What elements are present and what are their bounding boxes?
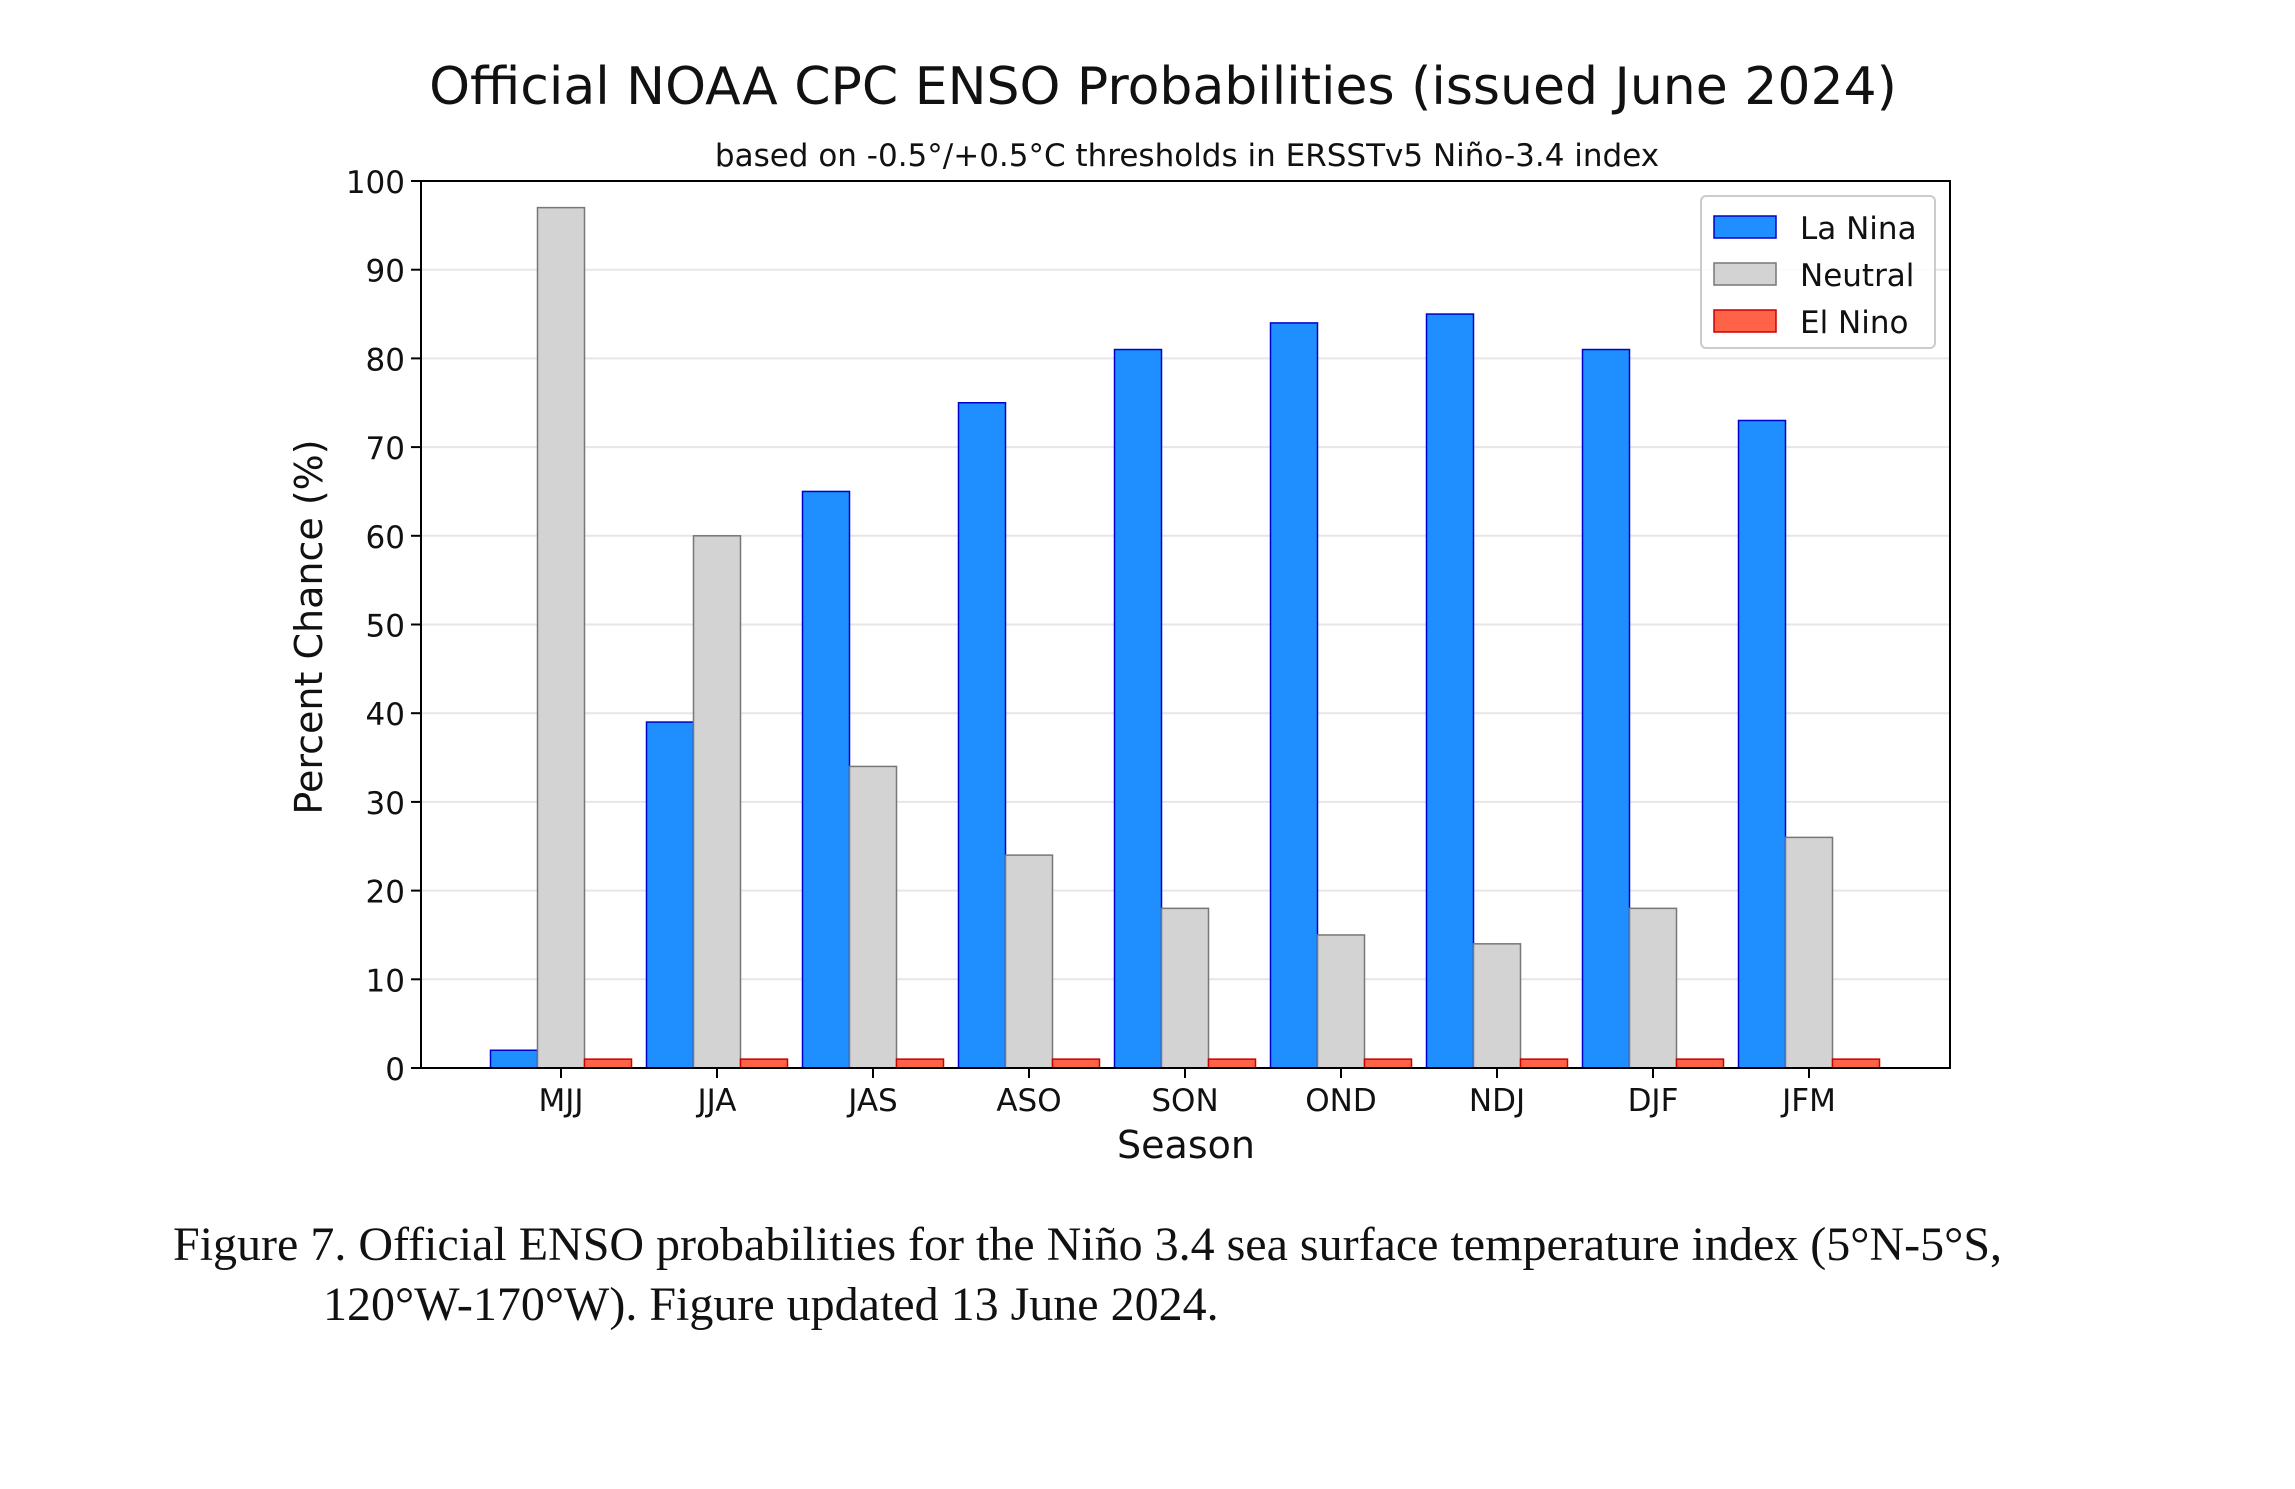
y-tick-label: 60 (366, 520, 405, 556)
bar-la-nina-mjj (489, 1049, 539, 1069)
y-tick-label: 90 (366, 254, 405, 290)
bar-la-nina-ond (1269, 322, 1319, 1069)
bar-el-nino-jfm (1831, 1058, 1881, 1069)
y-tick-label: 50 (366, 609, 405, 645)
bar-la-nina-jfm (1737, 419, 1787, 1069)
bar-neutral-ond (1316, 934, 1366, 1069)
legend: La Nina Neutral El Nino (1700, 195, 1936, 349)
y-tick-label: 70 (366, 431, 405, 467)
bar-la-nina-aso (957, 402, 1007, 1069)
y-tick-label: 80 (366, 342, 405, 378)
bar-el-nino-ond (1363, 1058, 1413, 1069)
bar-la-nina-ndj (1425, 313, 1475, 1069)
legend-swatch-neutral (1713, 262, 1777, 286)
chart-title: Official NOAA CPC ENSO Probabilities (is… (429, 57, 1897, 117)
bar-el-nino-aso (1051, 1058, 1101, 1069)
bar-neutral-jas (848, 765, 898, 1069)
bar-neutral-djf (1628, 907, 1678, 1069)
bar-el-nino-son (1207, 1058, 1257, 1069)
x-axis-label: Season (1117, 1123, 1255, 1167)
bar-la-nina-jas (801, 490, 851, 1069)
bar-neutral-jja (692, 535, 742, 1069)
caption-line-1: Figure 7. Official ENSO probabilities fo… (173, 1218, 2003, 1271)
legend-swatch-la-nina (1713, 215, 1777, 239)
x-tick-label: DJF (1628, 1083, 1679, 1119)
y-tick-label: 10 (366, 963, 405, 999)
legend-label-el-nino: El Nino (1800, 305, 1908, 341)
bars-layer (489, 206, 1881, 1069)
bar-neutral-son (1160, 907, 1210, 1069)
x-tick-label: NDJ (1469, 1083, 1525, 1119)
bar-neutral-ndj (1472, 943, 1522, 1069)
x-tick-label: JFM (1780, 1083, 1836, 1119)
y-tick-label: 40 (366, 697, 405, 733)
y-tick-label: 100 (346, 165, 405, 201)
bar-neutral-aso (1004, 854, 1054, 1069)
chart-subtitle: based on -0.5°/+0.5°C thresholds in ERSS… (715, 138, 1659, 174)
x-tick-label: OND (1305, 1083, 1376, 1119)
bar-el-nino-jas (895, 1058, 945, 1069)
bar-la-nina-jja (645, 721, 695, 1069)
caption-line-2: 120°W-170°W). Figure updated 13 June 202… (323, 1278, 1219, 1331)
bar-la-nina-son (1113, 348, 1163, 1069)
legend-swatch-el-nino (1713, 309, 1777, 333)
figure-caption: Figure 7. Official ENSO probabilities fo… (173, 1215, 2173, 1335)
bar-neutral-mjj (536, 206, 586, 1069)
y-tick-label: 30 (366, 786, 405, 822)
y-axis-label: Percent Chance (%) (287, 439, 331, 814)
x-tick-label: MJJ (538, 1083, 583, 1119)
plot-frame (420, 180, 1951, 1069)
x-tick-label: SON (1151, 1083, 1218, 1119)
legend-label-la-nina: La Nina (1800, 211, 1917, 247)
x-tick-label: JAS (846, 1083, 897, 1119)
bar-la-nina-djf (1581, 348, 1631, 1069)
bar-el-nino-ndj (1519, 1058, 1569, 1069)
grid-layer (421, 268, 1950, 981)
x-tick-label: ASO (996, 1083, 1061, 1119)
x-tick-label: JJA (696, 1083, 737, 1119)
y-tick-label: 20 (366, 875, 405, 911)
bar-neutral-jfm (1784, 836, 1834, 1069)
legend-label-neutral: Neutral (1800, 258, 1914, 294)
bar-el-nino-djf (1675, 1058, 1725, 1069)
axis-layer: 0 10 20 30 40 50 60 70 80 90 100 MJJ JJA JAS ASO SON OND… (346, 165, 1951, 1119)
bar-el-nino-mjj (583, 1058, 633, 1069)
bar-el-nino-jja (739, 1058, 789, 1069)
y-tick-label: 0 (385, 1052, 405, 1088)
